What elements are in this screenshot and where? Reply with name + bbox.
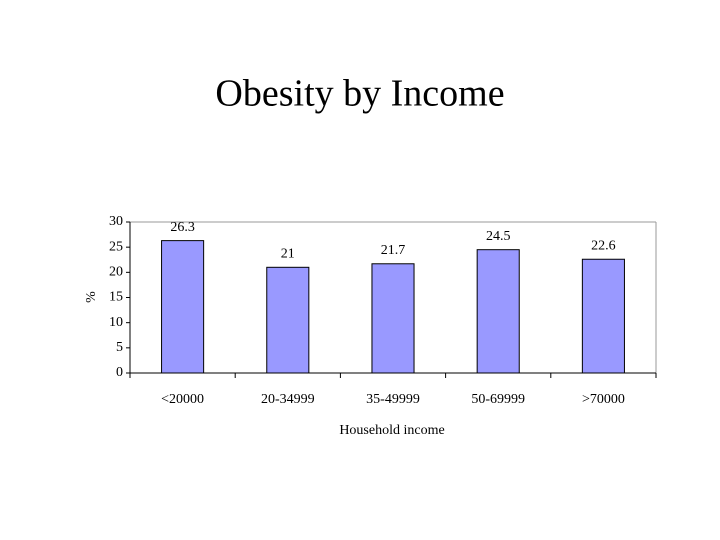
data-label: 21 bbox=[281, 247, 295, 262]
x-tick-label: <20000 bbox=[161, 392, 204, 407]
y-tick-label: 30 bbox=[109, 214, 123, 229]
bar bbox=[581, 258, 625, 374]
x-tick-label: >70000 bbox=[582, 392, 625, 407]
y-tick-label: 15 bbox=[109, 290, 123, 305]
y-tick-label: 0 bbox=[116, 365, 123, 380]
chart-title: Obesity by Income bbox=[215, 73, 504, 115]
data-label: 24.5 bbox=[486, 229, 511, 244]
x-tick-label: 20-34999 bbox=[261, 392, 315, 407]
bar bbox=[266, 266, 310, 374]
data-label: 22.6 bbox=[591, 238, 616, 253]
bar bbox=[371, 263, 415, 374]
y-tick-label: 25 bbox=[109, 239, 123, 254]
y-tick-label: 20 bbox=[109, 265, 123, 280]
x-axis-label: Household income bbox=[339, 423, 444, 438]
x-tick-label: 35-49999 bbox=[366, 392, 420, 407]
y-axis-label: % bbox=[84, 291, 99, 303]
bar bbox=[161, 240, 205, 374]
x-tick-label: 50-69999 bbox=[471, 392, 525, 407]
y-tick-label: 10 bbox=[109, 315, 123, 330]
bar bbox=[476, 249, 520, 374]
data-label: 21.7 bbox=[381, 243, 406, 258]
data-label: 26.3 bbox=[170, 220, 195, 235]
y-tick-label: 5 bbox=[116, 340, 123, 355]
